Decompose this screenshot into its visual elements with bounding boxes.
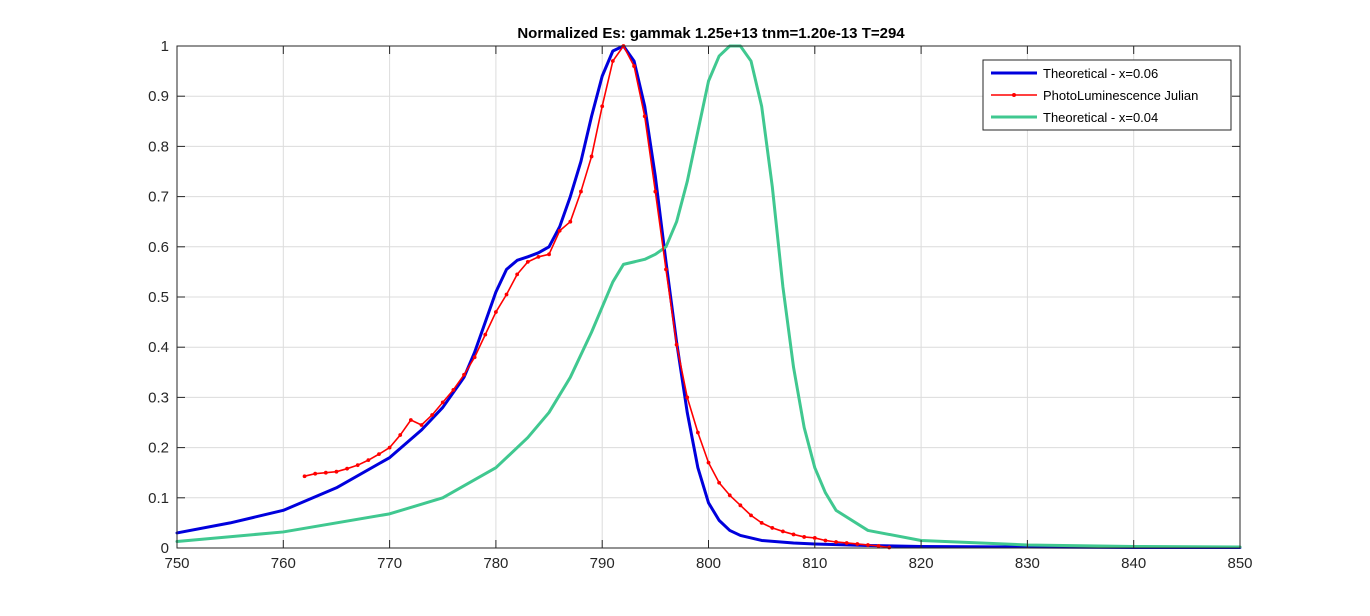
y-tick-label: 0.8 (148, 138, 169, 155)
x-tick-label: 830 (1015, 555, 1040, 572)
data-point (695, 430, 700, 435)
data-point (855, 542, 860, 546)
data-point (749, 513, 753, 518)
data-point (345, 466, 349, 471)
data-point (600, 104, 605, 109)
x-tick-label: 850 (1227, 555, 1252, 572)
y-tick-label: 1 (161, 38, 169, 55)
data-point (685, 395, 690, 400)
data-point (462, 372, 466, 377)
series-line (175, 44, 1242, 549)
data-point (717, 480, 722, 485)
y-tick-label: 0.5 (148, 289, 169, 306)
data-point (823, 538, 828, 543)
legend-label: PhotoLuminescence Julian (1043, 88, 1198, 103)
data-point (536, 254, 541, 259)
y-tick-label: 0 (161, 540, 169, 557)
data-point (802, 535, 807, 539)
legend-label: Theoretical - x=0.06 (1043, 66, 1158, 81)
series-3 (175, 44, 1242, 549)
y-tick-label: 0.6 (148, 239, 169, 256)
data-point (589, 154, 594, 159)
x-tick-label: 760 (271, 555, 296, 572)
x-tick-label: 750 (164, 555, 189, 572)
x-tick-label: 820 (909, 555, 934, 572)
data-point (738, 503, 743, 508)
data-point (887, 545, 892, 550)
y-tick-label: 0.9 (148, 88, 169, 105)
data-point (355, 463, 360, 468)
axis-ticks: 750 760 770 780 790 800 810 820 830 840 850 0 0.1 0.2… (148, 38, 1252, 572)
data-point (653, 189, 658, 194)
data-point (632, 64, 636, 68)
y-tick-label: 0.1 (148, 490, 169, 507)
series-layer (175, 44, 1242, 550)
series-2 (302, 44, 892, 550)
data-point (642, 114, 647, 119)
data-point (759, 521, 764, 525)
legend-marker (1012, 93, 1016, 97)
x-tick-label: 770 (377, 555, 402, 572)
data-point (834, 540, 838, 544)
data-point (610, 59, 615, 63)
legend-label: Theoretical - x=0.04 (1043, 110, 1158, 125)
data-point (791, 532, 796, 537)
data-point (377, 452, 381, 457)
data-point (515, 272, 520, 277)
data-point (525, 259, 530, 264)
data-point (876, 544, 881, 548)
x-tick-label: 800 (696, 555, 721, 572)
data-point (472, 355, 477, 360)
data-point (547, 252, 551, 257)
data-point (568, 219, 573, 224)
data-point (579, 189, 583, 194)
y-tick-label: 0.7 (148, 189, 169, 206)
x-tick-label: 780 (483, 555, 508, 572)
data-point (366, 458, 371, 463)
y-tick-label: 0.4 (148, 339, 169, 356)
data-point (866, 543, 870, 547)
data-point (494, 310, 498, 314)
data-point (419, 423, 424, 427)
data-point (770, 526, 775, 530)
data-point (781, 529, 785, 534)
data-point (334, 469, 339, 474)
x-tick-label: 810 (802, 555, 827, 572)
data-point (440, 400, 445, 405)
legend[interactable]: Theoretical - x=0.06 PhotoLuminescence Ju… (982, 59, 1232, 131)
chart-title: Normalized Es: gammak 1.25e+13 tnm=1.20e… (517, 25, 905, 42)
data-point (313, 471, 318, 476)
data-point (451, 387, 456, 392)
series-1 (175, 44, 1242, 549)
data-point (398, 433, 403, 437)
data-point (408, 418, 413, 422)
data-point (387, 445, 392, 450)
y-tick-label: 0.2 (148, 440, 169, 457)
data-point (323, 470, 328, 475)
data-point (706, 460, 711, 465)
data-point (664, 267, 668, 272)
data-point (504, 292, 509, 297)
x-tick-label: 790 (590, 555, 615, 572)
data-point (483, 332, 488, 337)
data-point (302, 474, 307, 479)
data-point (674, 342, 679, 347)
data-point (557, 228, 562, 233)
data-point (430, 413, 435, 417)
data-point (844, 541, 849, 545)
series-line (175, 44, 1242, 549)
data-point (812, 536, 817, 540)
data-point (727, 493, 732, 498)
y-tick-label: 0.3 (148, 389, 169, 406)
x-tick-label: 840 (1121, 555, 1146, 572)
